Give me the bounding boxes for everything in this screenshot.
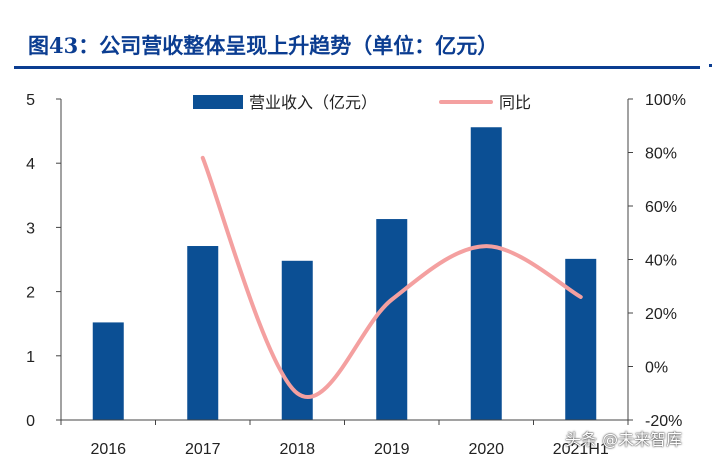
x-tick-label: 2016 [90,441,126,458]
left-tick-label: 1 [26,349,35,366]
right-tick-label: 20% [645,306,677,323]
title-underline-end [709,64,712,67]
x-tick-label: 2020 [468,441,504,458]
right-tick-label: 80% [645,146,677,163]
left-tick-label: 4 [26,156,35,173]
bars-group [92,127,597,421]
axes-group: 0 1 2 3 4 5 -20% 0% 20% 40% 60% 80% 100% 2016 2017 2018… [26,92,686,458]
right-tick-label: 40% [645,253,677,270]
legend-bar-swatch [193,95,243,109]
watermark: 头条 @未来智库 [565,430,683,449]
right-tick-label: 0% [645,360,668,377]
left-tick-label: 3 [26,220,35,237]
chart-title: 图43：公司营收整体呈现上升趋势（单位：亿元） [28,33,499,58]
title-underline [14,66,700,69]
legend-group: 营业收入（亿元） 同比 [193,93,531,112]
bar [187,246,219,420]
left-tick-label: 2 [26,285,35,302]
right-tick-label: -20% [645,413,682,430]
x-tick-label: 2021H1 [553,441,609,458]
bar [470,127,502,421]
x-tick-label: 2019 [374,441,410,458]
yoy-line [200,155,583,399]
left-tick-label: 5 [26,92,35,109]
legend-bar-label: 营业收入（亿元） [249,93,377,112]
x-tick-label: 2018 [279,441,315,458]
x-tick-label: 2017 [185,441,221,458]
bar [92,322,124,420]
right-tick-label: 60% [645,199,677,216]
legend-line-label: 同比 [499,93,531,112]
bar [376,219,408,420]
line-group [200,155,583,399]
left-tick-label: 0 [26,413,35,430]
right-tick-label: 100% [645,92,686,109]
bar [565,258,597,420]
